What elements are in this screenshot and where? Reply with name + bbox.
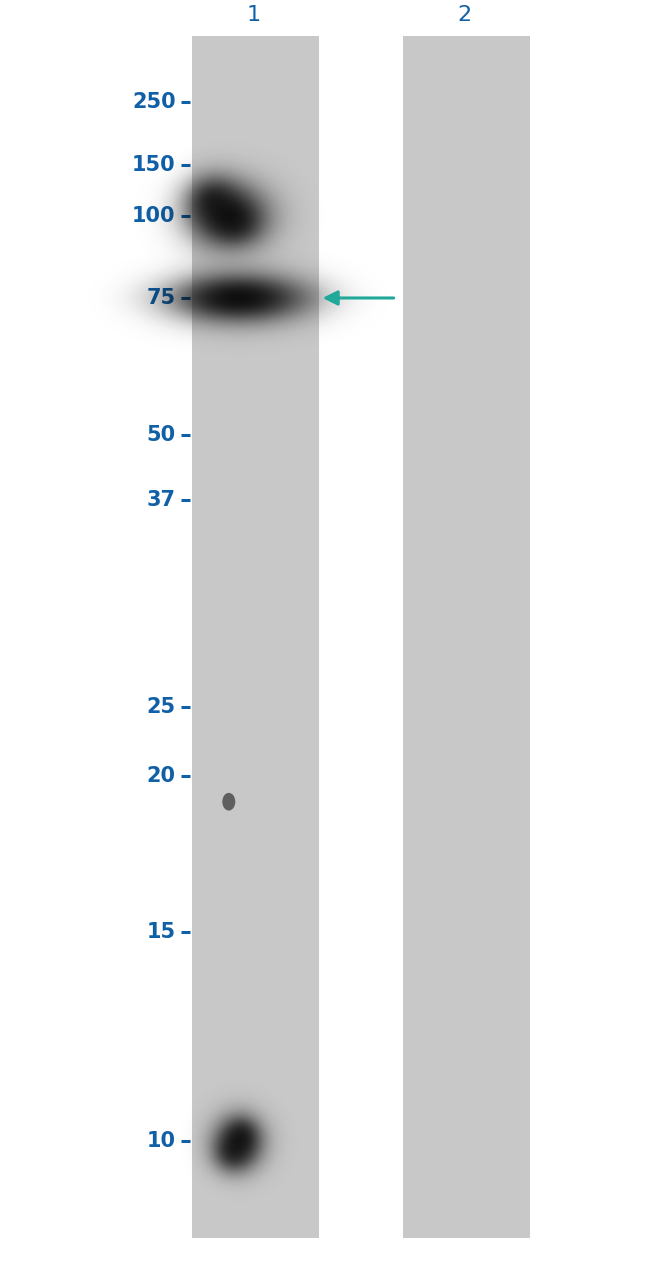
Text: 75: 75 — [146, 288, 176, 309]
Text: 2: 2 — [458, 5, 472, 24]
FancyBboxPatch shape — [192, 36, 318, 1238]
Text: 1: 1 — [246, 5, 261, 24]
Text: 20: 20 — [146, 766, 176, 786]
Ellipse shape — [222, 792, 235, 810]
Text: 100: 100 — [132, 206, 176, 226]
Text: 37: 37 — [146, 490, 176, 511]
Text: 10: 10 — [146, 1130, 176, 1151]
Text: 250: 250 — [132, 91, 176, 112]
FancyBboxPatch shape — [403, 36, 530, 1238]
Text: 50: 50 — [146, 424, 176, 444]
Text: 15: 15 — [146, 922, 176, 942]
Text: 150: 150 — [132, 155, 176, 175]
Text: 25: 25 — [146, 697, 176, 716]
